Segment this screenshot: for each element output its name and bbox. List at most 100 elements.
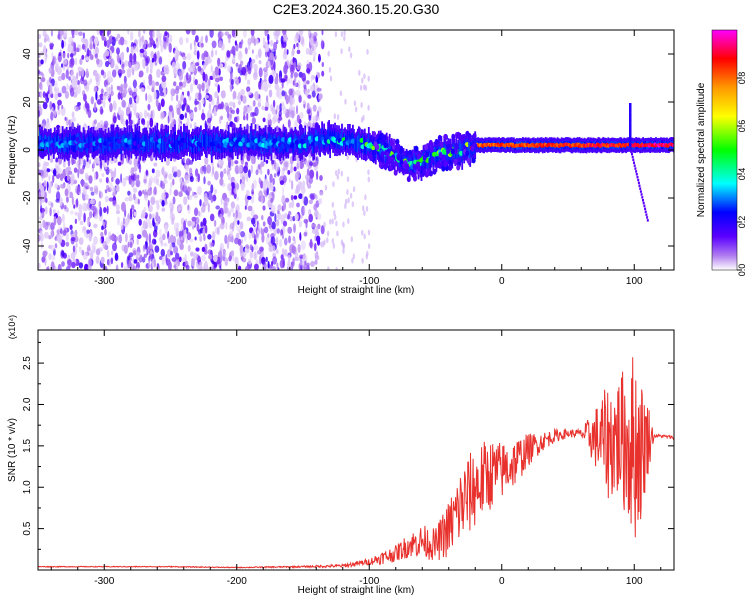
- spectrogram-spike-cell: [629, 106, 632, 109]
- spectrogram-noise-cell: [121, 63, 125, 70]
- spectrogram-noise-cell: [125, 106, 131, 115]
- spectrogram-noise-cell: [296, 105, 298, 115]
- spectrogram-band-cell: [87, 133, 90, 151]
- spectrogram-noise-cell: [218, 40, 223, 48]
- spectrogram-noise-cell: [101, 33, 105, 41]
- spectrogram-noise-cell: [308, 153, 311, 162]
- spectrogram-noise-cell: [66, 117, 69, 127]
- spectrogram-noise-cell: [55, 198, 61, 203]
- spectrogram-noise-cell: [275, 249, 279, 254]
- spectrogram-noise-cell: [145, 222, 148, 230]
- spectrogram-noise-cell: [363, 73, 366, 80]
- spectrogram-noise-cell: [57, 99, 62, 106]
- spectrogram-noise-cell: [210, 197, 214, 203]
- spectrogram-noise-cell: [71, 34, 75, 39]
- spectrogram-noise-cell: [210, 65, 213, 73]
- spectrogram-noise-cell: [367, 169, 370, 176]
- spectrogram-noise-cell: [251, 183, 255, 193]
- spectrogram-noise-cell: [83, 79, 88, 86]
- spectrogram-noise-cell: [199, 261, 203, 266]
- y-tick-label: -40: [22, 238, 33, 253]
- spectrogram-noise-cell: [185, 37, 189, 44]
- spectrogram-noise-cell: [363, 84, 366, 91]
- spectrogram-band-cell: [244, 134, 247, 146]
- spectrogram-noise-cell: [287, 254, 291, 262]
- spectrogram-noise-cell: [179, 177, 183, 183]
- spectrogram-noise-cell: [61, 85, 67, 94]
- spectrogram-noise-cell: [299, 160, 304, 170]
- spectrogram-noise-cell: [204, 260, 208, 268]
- spectrogram-noise-cell: [270, 197, 274, 203]
- spectrogram-noise-cell: [62, 229, 67, 236]
- spectrogram-noise-cell: [241, 66, 247, 76]
- spectrogram-noise-cell: [102, 265, 108, 270]
- spectrogram-noise-cell: [52, 109, 57, 116]
- spectrogram-noise-cell: [308, 114, 312, 121]
- spectrogram-band-cell: [448, 164, 453, 171]
- spectrogram-noise-cell: [117, 54, 120, 64]
- spectrogram-band-cell: [355, 139, 357, 153]
- spectrogram-noise-cell: [48, 67, 53, 74]
- spectrogram-band-cell: [451, 133, 456, 140]
- spectrogram-noise-cell: [161, 200, 165, 207]
- spectrogram-band-cell: [120, 137, 123, 154]
- spectrogram-noise-cell: [306, 102, 310, 111]
- spectrogram-noise-cell: [331, 218, 334, 225]
- spectrogram-noise-cell: [55, 157, 59, 163]
- spectrogram-noise-cell: [209, 30, 214, 38]
- spectrogram-noise-cell: [229, 207, 234, 213]
- spectrogram-noise-cell: [295, 89, 301, 97]
- spectrogram-noise-cell: [240, 88, 245, 96]
- spectrogram-noise-cell: [367, 176, 370, 183]
- spectrogram-noise-cell: [134, 172, 137, 182]
- spectrogram-noise-cell: [226, 111, 230, 119]
- spectrogram-noise-cell: [267, 113, 271, 121]
- spectrogram-noise-cell: [285, 94, 290, 105]
- spectrogram-noise-cell: [290, 164, 293, 174]
- spectrogram-noise-cell: [232, 55, 236, 63]
- spectrogram-noise-cell: [363, 233, 366, 240]
- spectrogram-band-cell: [221, 135, 224, 152]
- spectrogram-noise-cell: [249, 244, 253, 251]
- spectrogram-band-cell: [89, 133, 92, 148]
- spectrogram-noise-cell: [201, 112, 206, 121]
- spectrogram-band-cell: [413, 175, 417, 182]
- spectrogram-noise-cell: [49, 101, 53, 110]
- spectrogram-noise-cell: [191, 220, 195, 227]
- spectrogram-noise-cell: [195, 168, 199, 177]
- spectrogram-noise-cell: [281, 41, 287, 49]
- spectrogram-band-cell: [215, 132, 218, 147]
- spectrogram-noise-cell: [138, 190, 143, 197]
- spectrogram-noise-cell: [89, 159, 92, 165]
- spectrogram-noise-cell: [214, 77, 220, 83]
- spectrogram-noise-cell: [162, 40, 167, 51]
- spectrogram-noise-cell: [315, 160, 319, 166]
- spectrogram-noise-cell: [271, 245, 276, 253]
- spectrogram-noise-cell: [93, 236, 98, 245]
- spectrogram-spike-cell: [629, 116, 632, 119]
- spectrogram-noise-cell: [318, 198, 323, 205]
- spectrogram-noise-cell: [123, 82, 128, 90]
- spectrogram-noise-cell: [267, 216, 272, 225]
- spectrogram-band-cell: [204, 134, 206, 149]
- spectrogram-noise-cell: [360, 102, 363, 108]
- spectrogram-noise-cell: [160, 98, 165, 108]
- spectrogram-noise-cell: [309, 161, 313, 167]
- spectrogram-noise-cell: [135, 251, 141, 259]
- spectrogram-noise-cell: [346, 189, 349, 195]
- spectrogram-noise-cell: [231, 30, 236, 38]
- spectrogram-noise-cell: [39, 199, 42, 206]
- spectrogram-noise-cell: [81, 67, 85, 78]
- spectrogram-noise-cell: [145, 92, 148, 102]
- spectrogram-noise-cell: [243, 165, 249, 174]
- spectrogram-noise-cell: [269, 173, 273, 183]
- spectrogram-noise-cell: [287, 226, 293, 234]
- spectrogram-noise-cell: [227, 183, 232, 191]
- spectrogram-noise-cell: [138, 70, 144, 78]
- spectrogram-noise-cell: [253, 252, 258, 261]
- spectrogram-band-cell: [206, 135, 209, 147]
- spectrogram-noise-cell: [196, 186, 202, 196]
- spectrogram-noise-cell: [176, 169, 182, 178]
- spectrogram-band-cell: [107, 135, 110, 154]
- x-tick-label: -100: [359, 576, 379, 587]
